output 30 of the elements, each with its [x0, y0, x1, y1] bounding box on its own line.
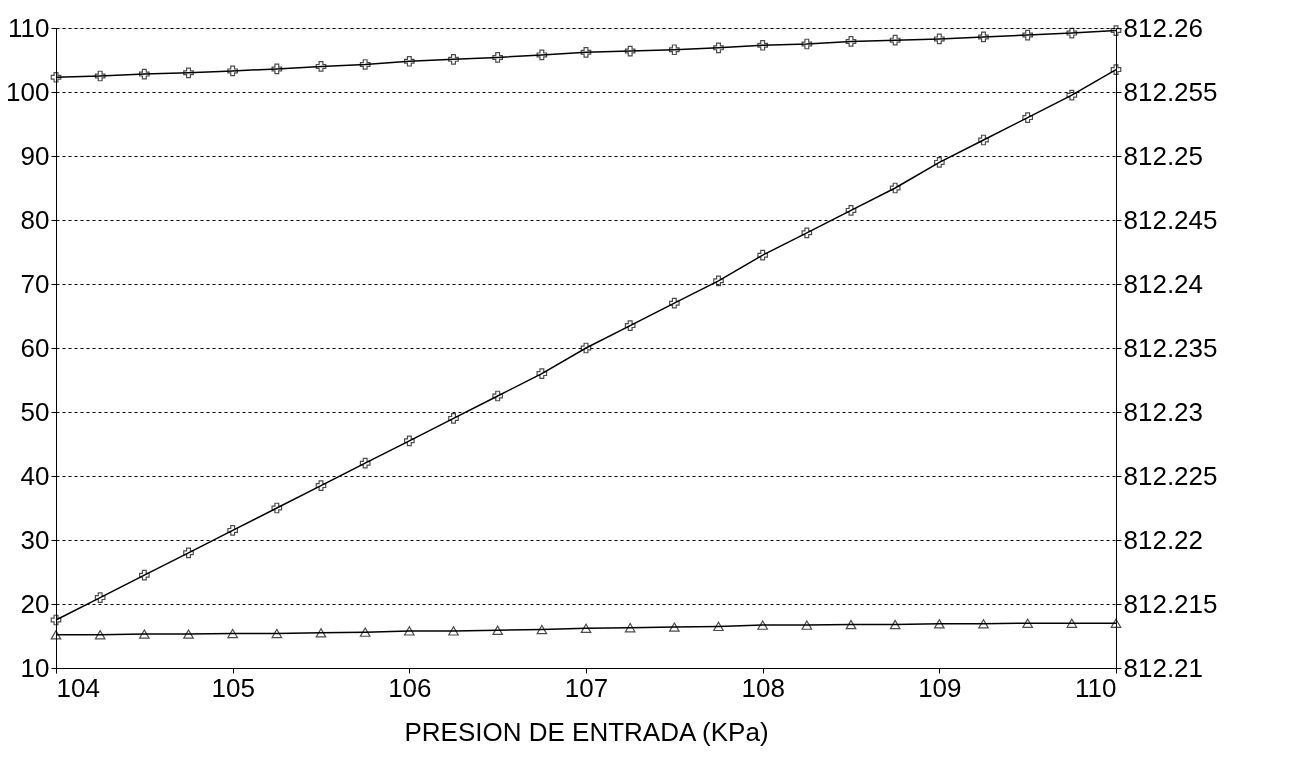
y-tick-label: 40 — [20, 460, 50, 491]
x-tick-label: 105 — [211, 672, 255, 703]
y-tick-label: 60 — [20, 332, 50, 363]
y2-tick-label: 812.255 — [1123, 76, 1218, 107]
y2-tick-label: 812.25 — [1123, 140, 1204, 171]
y2-tick-label: 812.245 — [1123, 204, 1218, 235]
y2-tick-label: 812.215 — [1123, 588, 1218, 619]
y-tick-label: 30 — [20, 524, 50, 555]
x-tick-label: 108 — [741, 672, 785, 703]
y2-tick-label: 812.24 — [1123, 268, 1204, 299]
x-tick-label: 107 — [564, 672, 609, 703]
y-tick-label: 10 — [20, 652, 50, 683]
y-tick-label: 80 — [20, 204, 50, 235]
y2-tick-label: 812.22 — [1123, 524, 1204, 555]
y2-tick-label: 812.21 — [1123, 652, 1204, 683]
y2-tick-label: 812.225 — [1123, 460, 1218, 491]
x-tick-label: 104 — [56, 672, 100, 703]
y-tick-label: 100 — [6, 76, 50, 107]
x-tick-label: 106 — [388, 672, 432, 703]
x-tick-label: 110 — [1075, 672, 1117, 703]
y2-tick-label: 812.23 — [1123, 396, 1204, 427]
y2-tick-label: 812.26 — [1123, 12, 1204, 43]
y2-tick-label: 812.235 — [1123, 332, 1218, 363]
y-tick-label: 90 — [20, 140, 50, 171]
x-axis-title: PRESION DE ENTRADA (KPa) — [404, 716, 769, 747]
y-tick-label: 50 — [20, 396, 50, 427]
y-tick-label: 20 — [20, 588, 50, 619]
x-tick-label: 109 — [918, 672, 962, 703]
y-tick-label: 70 — [20, 268, 50, 299]
y-tick-label: 110 — [8, 12, 50, 43]
